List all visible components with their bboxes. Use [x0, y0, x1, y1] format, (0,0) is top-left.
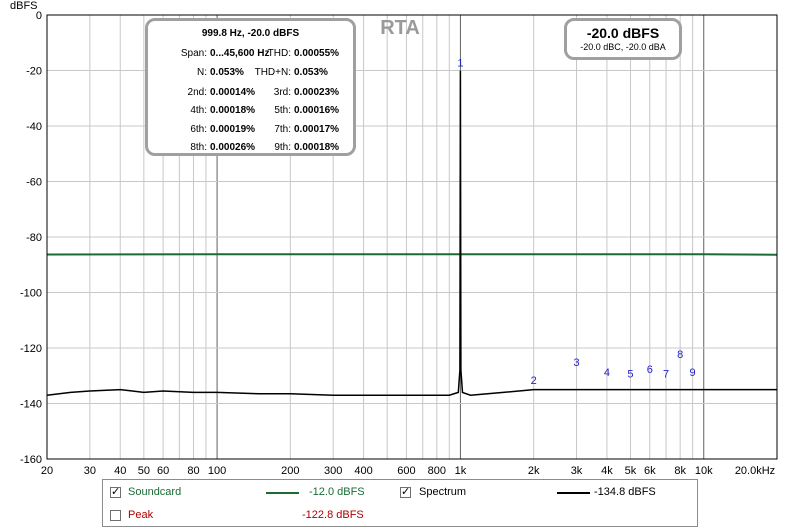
x-tick-label: 100 [208, 465, 226, 477]
soundcard-series-line [46, 253, 778, 256]
h5-label: 5th: [274, 105, 291, 116]
h3-label: 3rd: [273, 87, 291, 98]
legend-panel: Soundcard -12.0 dBFS Spectrum -134.8 dBF… [102, 479, 698, 527]
peak-legend-value: -122.8 dBFS [302, 509, 364, 521]
x-tick-label: 600 [397, 465, 415, 477]
y-tick-label: -60 [26, 177, 42, 189]
x-tick-label: 40 [114, 465, 126, 477]
x-tick-label: 60 [157, 465, 169, 477]
span-value: 0...45,600 Hz [210, 48, 270, 59]
x-tick-labels: 20 30 40 50 60 80 100 200 300 400 600 800 1k 2k 3k 4k 5k… [41, 465, 775, 477]
rta-chart: RTA dBFS 0 -20 -40 -60 -80 -100 -120 -140 -160 2… [10, 0, 778, 477]
x-tick-label: 8k [674, 465, 686, 477]
soundcard-legend-label: Soundcard [128, 486, 182, 498]
soundcard-checkbox[interactable] [110, 485, 121, 498]
x-tick-label: 300 [324, 465, 342, 477]
h8-value: 0.00026% [210, 142, 256, 153]
x-tick-label: 3k [571, 465, 583, 477]
x-tick-label: 50 [138, 465, 150, 477]
chart-title: RTA [380, 17, 420, 39]
y-tick-label: -20 [26, 66, 42, 78]
x-tick-label: 800 [428, 465, 446, 477]
h2-label: 2nd: [187, 87, 207, 98]
y-tick-label: -40 [26, 121, 42, 133]
h4-label: 4th: [190, 105, 207, 116]
level-readout-box: -20.0 dBFS -20.0 dBC, -20.0 dBA [564, 18, 682, 60]
plot-frame [46, 14, 778, 460]
h8-label: 8th: [190, 142, 207, 153]
h5-value: 0.00016% [294, 105, 340, 116]
x-tick-label: 200 [281, 465, 299, 477]
info-title: 999.8 Hz, -20.0 dBFS [201, 28, 300, 39]
spectrum-series-line [46, 70, 777, 396]
y-tick-label: -120 [20, 343, 42, 355]
span-label: Span: [180, 48, 207, 59]
h6-value: 0.00019% [210, 124, 256, 135]
spectrum-legend-label: Spectrum [419, 486, 467, 498]
soundcard-legend-line [266, 492, 299, 494]
x-tick-label: 10k [695, 465, 713, 477]
x-tick-label: 400 [354, 465, 372, 477]
y-tick-label: -140 [20, 399, 42, 411]
harmonic-label: 7 [663, 368, 669, 380]
h9-value: 0.00018% [294, 142, 340, 153]
noise-value: 0.053% [210, 67, 244, 78]
x-tick-label: 1k [455, 465, 467, 477]
soundcard-legend-value: -12.0 dBFS [309, 486, 365, 498]
thdn-value: 0.053% [294, 67, 328, 78]
harmonic-label: 3 [573, 357, 579, 369]
harmonic-markers: 1 2 3 4 5 6 789 [457, 58, 695, 388]
spectrum-legend-value: -134.8 dBFS [594, 486, 656, 498]
measurement-info-box: 999.8 Hz, -20.0 dBFS Span: 0...45,600 Hz… [145, 18, 356, 156]
level-main: -20.0 dBFS [586, 25, 660, 41]
noise-label: N: [197, 67, 207, 78]
x-tick-label: 30 [84, 465, 96, 477]
h4-value: 0.00018% [210, 105, 256, 116]
x-tick-label: 20 [41, 465, 53, 477]
harmonic-label: 2 [531, 375, 537, 387]
x-tick-label: 2k [528, 465, 540, 477]
thd-label: THD: [267, 48, 291, 59]
y-tick-labels: 0 -20 -40 -60 -80 -100 -120 -140 -160 [20, 10, 42, 466]
harmonic-label: 1 [457, 58, 463, 70]
h9-label: 9th: [274, 142, 291, 153]
x-tick-label: 20.0kHz [735, 465, 775, 477]
h7-label: 7th: [274, 124, 291, 135]
x-tick-label: 5k [625, 465, 637, 477]
series-group [46, 70, 778, 396]
h3-value: 0.00023% [294, 87, 340, 98]
y-axis-label: dBFS [10, 0, 38, 12]
x-tick-label: 4k [601, 465, 613, 477]
peak-legend-label: Peak [128, 509, 154, 521]
harmonic-label: 9 [690, 367, 696, 379]
thd-value: 0.00055% [294, 48, 340, 59]
h6-label: 6th: [190, 124, 207, 135]
x-tick-label: 80 [187, 465, 199, 477]
y-tick-label: -80 [26, 232, 42, 244]
spectrum-legend-line [557, 492, 590, 494]
y-tick-label: -100 [20, 288, 42, 300]
harmonic-label: 8 [677, 349, 683, 361]
harmonic-label: 6 [647, 364, 653, 376]
spectrum-checkbox[interactable] [400, 485, 411, 498]
y-tick-label: 0 [36, 10, 42, 22]
peak-checkbox[interactable] [110, 510, 121, 521]
y-tick-label: -160 [20, 454, 42, 466]
h7-value: 0.00017% [294, 124, 340, 135]
h2-value: 0.00014% [210, 87, 256, 98]
level-weighted: -20.0 dBC, -20.0 dBA [580, 42, 666, 52]
harmonic-label: 4 [604, 367, 610, 379]
thdn-label: THD+N: [254, 67, 291, 78]
x-tick-label: 6k [644, 465, 656, 477]
harmonic-label: 5 [627, 368, 633, 380]
